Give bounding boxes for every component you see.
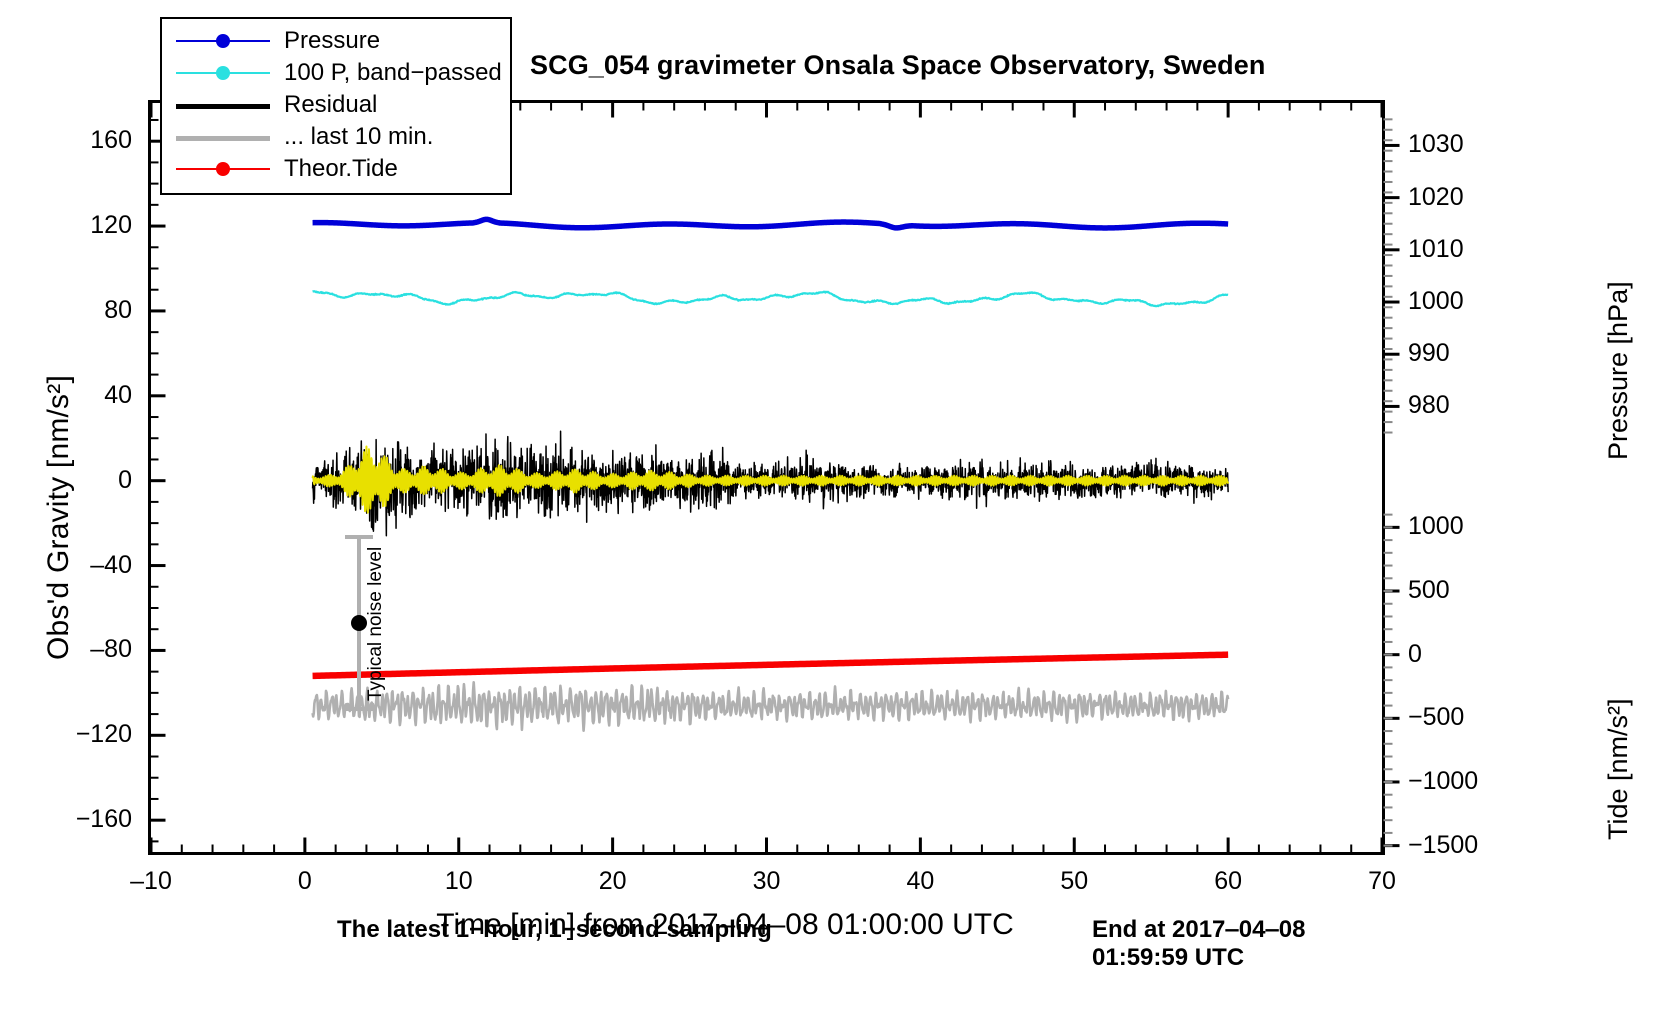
- footer-right-text: End at 2017‒04‒08 01:59:59 UTC: [1092, 916, 1306, 971]
- legend-marker-icon: [216, 34, 230, 48]
- legend-item-label: Residual: [284, 91, 378, 118]
- legend-item-label: ... last 10 min.: [284, 123, 434, 150]
- y-axis-left-title: Obs'd Gravity [nm/s²]: [42, 375, 76, 660]
- y-axis-pressure-title-text: Pressure [hPa]: [1603, 281, 1633, 460]
- legend-item[interactable]: ... last 10 min.: [162, 121, 510, 153]
- legend-item-label: 100 P, band−passed: [284, 59, 502, 86]
- legend-item[interactable]: Residual: [162, 89, 510, 121]
- pressure-tick-label: 980: [1408, 391, 1450, 420]
- pressure-tick-label: 1030: [1408, 130, 1464, 159]
- pressure-tick-label: 1010: [1408, 234, 1464, 263]
- x-tick-label: 30: [752, 867, 781, 895]
- legend-swatch-icon: [176, 30, 270, 52]
- pressure-tick-label: 1020: [1408, 182, 1464, 211]
- typical-noise-level-errorbar: [329, 533, 389, 713]
- legend-marker-icon: [216, 162, 230, 176]
- x-tick-label: 40: [906, 867, 935, 895]
- legend-item[interactable]: Pressure: [162, 25, 510, 57]
- y-axis-tide-title-text: Tide [nm/s²]: [1603, 698, 1633, 840]
- pressure-tick-label: 1000: [1408, 287, 1464, 316]
- x-tick-label: 60: [1214, 867, 1243, 895]
- typical-noise-level-text: Typical noise level: [365, 546, 386, 701]
- legend-item[interactable]: 100 P, band−passed: [162, 57, 510, 89]
- y-tick-label: ‒40: [90, 550, 132, 579]
- series-layer: [310, 216, 1230, 733]
- y-tick-label: −160: [75, 805, 132, 834]
- x-axis-title: Time [min] from 2017‒04‒08 01:00:00 UTC: [0, 908, 1450, 942]
- y-tick-label: 40: [104, 380, 132, 409]
- y-axis-tide-title: Tide [nm/s²]: [1603, 698, 1634, 840]
- x-axis-title-text: Time [min] from 2017‒04‒08 01:00:00 UTC: [436, 908, 1014, 941]
- chart-title: SCG_054 gravimeter Onsala Space Observat…: [530, 50, 1266, 80]
- y-tick-label: 80: [104, 295, 132, 324]
- y-axis-pressure-title: Pressure [hPa]: [1603, 281, 1634, 460]
- x-tick-label: 70: [1368, 867, 1396, 895]
- tide-tick-label: −1500: [1408, 830, 1479, 859]
- y-tick-label: ‒80: [90, 635, 132, 664]
- y-tick-label: 160: [90, 126, 132, 155]
- tide-tick-label: 0: [1408, 639, 1422, 668]
- footer-left: The latest 1−hour, 1−second sampling: [337, 916, 772, 944]
- footer-left-text: The latest 1−hour, 1−second sampling: [337, 916, 772, 943]
- legend-swatch-icon: [176, 126, 270, 148]
- legend-item-label: Pressure: [284, 27, 381, 54]
- tide-tick-label: 500: [1408, 576, 1450, 605]
- plot-area: Typical noise level The latest 1−hour, 1…: [148, 100, 1385, 971]
- legend-marker-icon: [216, 66, 230, 80]
- legend-swatch-icon: [176, 62, 270, 84]
- x-tick-label: 10: [444, 867, 473, 895]
- legend-item[interactable]: Theor.Tide: [162, 153, 510, 185]
- x-tick-label: 0: [297, 867, 312, 895]
- chart-legend: Pressure 100 P, band−passed Residual ... la…: [160, 17, 512, 195]
- tide-tick-label: 1000: [1408, 512, 1464, 541]
- typical-noise-level-label: Typical noise level: [365, 547, 387, 701]
- x-tick-label: 20: [598, 867, 627, 895]
- y-axis-left-title-text: Obs'd Gravity [nm/s²]: [42, 375, 75, 660]
- y-tick-label: −120: [75, 720, 132, 749]
- pressure-tick-label: 990: [1408, 339, 1450, 368]
- footer-right: End at 2017‒04‒08 01:59:59 UTC: [1092, 916, 1382, 972]
- legend-swatch-icon: [176, 94, 270, 116]
- y-tick-label: 120: [90, 211, 132, 240]
- y-tick-label: 0: [118, 465, 132, 494]
- x-tick-label: 50: [1060, 867, 1089, 895]
- tide-tick-label: −1000: [1408, 766, 1479, 795]
- legend-swatch-icon: [176, 158, 270, 180]
- legend-item-label: Theor.Tide: [284, 155, 398, 182]
- tide-tick-label: −500: [1408, 703, 1465, 732]
- x-tick-label: ‒10: [130, 867, 172, 895]
